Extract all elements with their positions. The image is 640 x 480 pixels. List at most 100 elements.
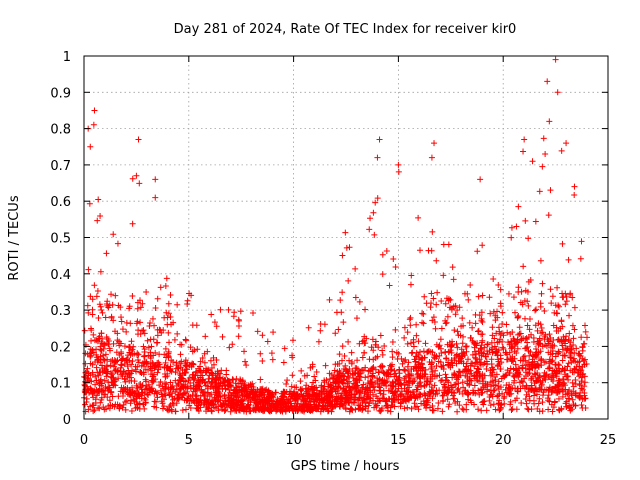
- data-point: [407, 281, 414, 288]
- data-point: [467, 377, 474, 384]
- data-point: [514, 314, 521, 321]
- data-point: [475, 327, 482, 334]
- data-point: [435, 400, 442, 407]
- data-point: [523, 335, 530, 342]
- data-point: [341, 353, 348, 360]
- data-point: [258, 386, 265, 393]
- data-point: [408, 394, 415, 401]
- data-point: [490, 401, 497, 408]
- data-point: [127, 390, 134, 397]
- data-point: [330, 374, 337, 381]
- data-point: [416, 359, 423, 366]
- data-point: [197, 380, 204, 387]
- data-point: [427, 304, 434, 311]
- data-point: [87, 353, 94, 360]
- data-point: [571, 183, 578, 190]
- data-point: [581, 356, 588, 363]
- data-point: [454, 408, 461, 415]
- data-point: [199, 355, 206, 362]
- data-point: [227, 382, 234, 389]
- data-point: [462, 343, 469, 350]
- data-point: [188, 363, 195, 370]
- data-point: [359, 399, 366, 406]
- data-point: [379, 251, 386, 258]
- data-point: [332, 330, 339, 337]
- data-point: [219, 402, 226, 409]
- data-point: [421, 370, 428, 377]
- data-point: [384, 378, 391, 385]
- data-point: [558, 147, 565, 154]
- data-point: [134, 331, 141, 338]
- y-tick-label: 0: [63, 413, 71, 428]
- data-point: [129, 346, 136, 353]
- data-point: [579, 396, 586, 403]
- data-point: [110, 340, 117, 347]
- data-point: [325, 388, 332, 395]
- data-point: [550, 385, 557, 392]
- data-point: [514, 370, 521, 377]
- data-point: [463, 366, 470, 373]
- data-point: [459, 340, 466, 347]
- data-point: [212, 376, 219, 383]
- data-point: [415, 338, 422, 345]
- data-point: [377, 408, 384, 415]
- data-point: [339, 357, 346, 364]
- data-point: [247, 408, 254, 415]
- data-point: [479, 337, 486, 344]
- data-point: [205, 405, 212, 412]
- data-point: [156, 382, 163, 389]
- y-tick-label: 0.5: [50, 232, 71, 247]
- data-point: [339, 289, 346, 296]
- data-point: [164, 370, 171, 377]
- data-point: [143, 289, 150, 296]
- data-point: [177, 385, 184, 392]
- data-point: [503, 321, 510, 328]
- data-point: [184, 301, 191, 308]
- data-point: [533, 346, 540, 353]
- data-point: [479, 242, 486, 249]
- data-point: [571, 304, 578, 311]
- data-point: [395, 168, 402, 175]
- data-point: [443, 377, 450, 384]
- data-point: [119, 388, 126, 395]
- data-point: [428, 384, 435, 391]
- data-point: [460, 406, 467, 413]
- data-point: [145, 344, 152, 351]
- data-point: [102, 314, 109, 321]
- data-point: [512, 309, 519, 316]
- data-point: [383, 382, 390, 389]
- data-point: [140, 371, 147, 378]
- data-point: [183, 337, 190, 344]
- data-point: [582, 395, 589, 402]
- data-point: [516, 324, 523, 331]
- data-point: [515, 203, 522, 210]
- data-point: [271, 404, 278, 411]
- data-point: [152, 398, 159, 405]
- data-point: [138, 362, 145, 369]
- data-point: [397, 380, 404, 387]
- data-point: [95, 388, 102, 395]
- data-point: [554, 310, 561, 317]
- data-point: [106, 345, 113, 352]
- data-point: [167, 291, 174, 298]
- data-point: [311, 389, 318, 396]
- data-point: [548, 300, 555, 307]
- data-point: [476, 360, 483, 367]
- data-point: [226, 344, 233, 351]
- data-point: [133, 388, 140, 395]
- data-point: [353, 386, 360, 393]
- data-point: [183, 406, 190, 413]
- data-point: [221, 392, 228, 399]
- data-point: [366, 226, 373, 233]
- data-point: [576, 358, 583, 365]
- data-point: [310, 379, 317, 386]
- data-point: [264, 338, 271, 345]
- data-point: [461, 290, 468, 297]
- data-point: [532, 378, 539, 385]
- data-point: [356, 390, 363, 397]
- data-point: [288, 390, 295, 397]
- data-point: [447, 347, 454, 354]
- data-point: [139, 300, 146, 307]
- data-point: [501, 373, 508, 380]
- data-point: [467, 281, 474, 288]
